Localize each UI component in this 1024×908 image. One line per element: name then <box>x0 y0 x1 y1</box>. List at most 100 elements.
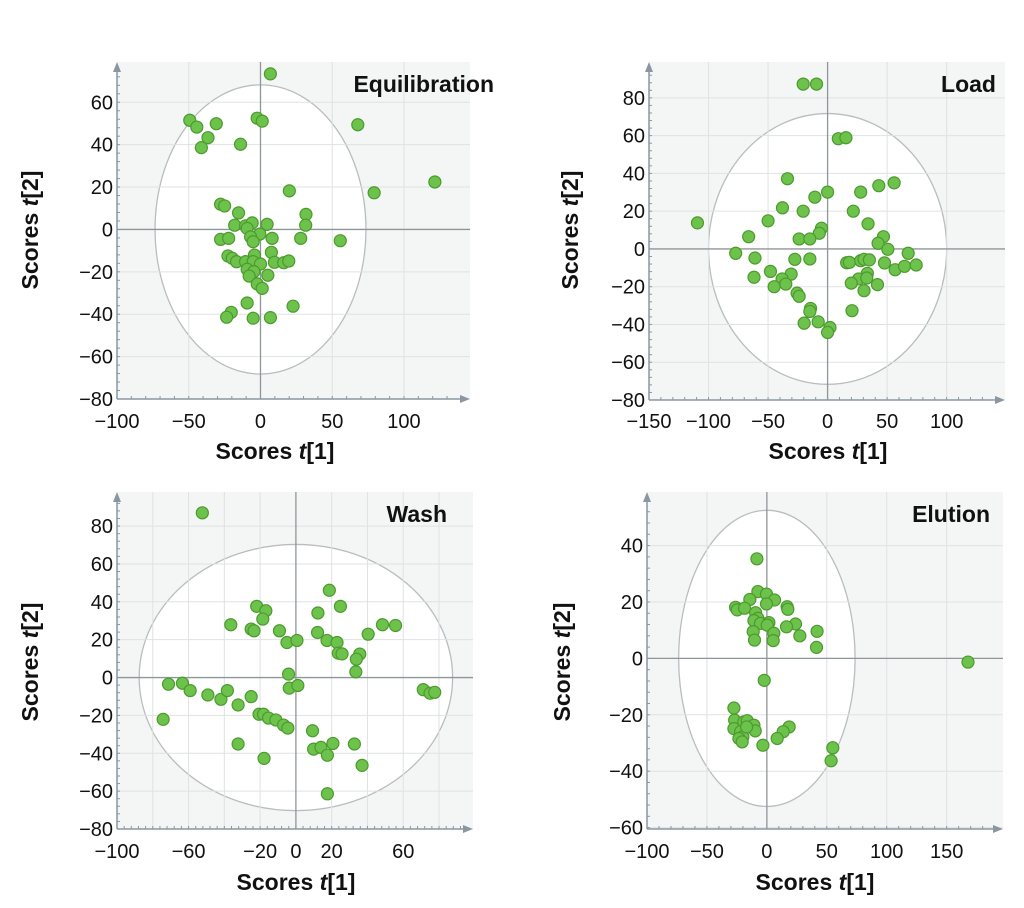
data-point <box>803 304 817 319</box>
data-point <box>747 633 762 647</box>
data-point <box>311 606 325 620</box>
panel-title: Wash <box>387 501 448 527</box>
panel-title: Elution <box>912 501 990 527</box>
scatter-panel-load: −150 −100 −50 0 50 100 80 60 40 20 0 −20 −40 −60 −80 Lo… <box>557 62 1005 464</box>
data-point <box>255 281 269 295</box>
data-point <box>263 67 277 81</box>
y-tick-label: 0 <box>632 648 643 670</box>
data-point <box>759 597 774 611</box>
y-tick-label: 0 <box>634 239 645 261</box>
data-point <box>862 253 876 267</box>
x-tick-label: 60 <box>392 841 414 863</box>
data-point <box>299 218 313 232</box>
data-point <box>780 172 795 186</box>
y-tick-label: 60 <box>91 92 113 114</box>
data-point <box>194 141 208 155</box>
data-point <box>808 190 822 204</box>
data-point <box>231 206 246 220</box>
x-tick-label: −50 <box>751 411 785 433</box>
x-tick-label: 150 <box>930 841 963 863</box>
data-point <box>190 120 204 134</box>
y-tick-label: 20 <box>91 177 113 199</box>
data-point <box>909 258 923 272</box>
data-point <box>201 688 215 702</box>
data-point <box>761 214 775 228</box>
data-point <box>257 751 271 765</box>
data-point <box>161 677 176 691</box>
y-tick-label: −60 <box>611 352 645 374</box>
data-point <box>428 685 442 699</box>
data-point <box>183 684 197 698</box>
x-tick-label: −50 <box>690 841 724 863</box>
y-tick-label: 40 <box>91 135 113 157</box>
y-tick-label: −40 <box>79 743 113 765</box>
x-tick-label: 20 <box>321 841 343 863</box>
data-point <box>246 235 260 249</box>
data-point <box>887 176 901 190</box>
data-point <box>299 207 313 221</box>
data-point <box>335 647 349 661</box>
data-point <box>756 738 770 752</box>
data-point <box>246 311 260 325</box>
y-tick-label: 80 <box>623 88 645 110</box>
data-point <box>854 185 868 199</box>
data-point <box>272 624 287 638</box>
y-tick-label: −80 <box>611 390 645 412</box>
x-tick-label: 100 <box>930 411 963 433</box>
data-point <box>209 117 223 131</box>
data-point <box>961 655 975 669</box>
data-point <box>870 278 885 292</box>
data-point <box>844 276 858 290</box>
y-tick-label: −40 <box>79 304 113 326</box>
data-point <box>803 252 817 266</box>
y-tick-label: −20 <box>79 705 113 727</box>
y-tick-label: 20 <box>91 630 113 652</box>
data-point <box>779 620 794 634</box>
data-point <box>218 199 232 213</box>
x-tick-label: 100 <box>870 841 903 863</box>
data-point <box>290 633 304 648</box>
data-point <box>727 701 741 715</box>
data-point <box>291 678 305 693</box>
data-point <box>244 690 258 704</box>
data-point <box>355 758 369 772</box>
data-point <box>220 684 234 698</box>
data-point <box>220 310 234 324</box>
data-point <box>320 748 334 762</box>
data-point <box>767 280 781 294</box>
x-tick-label: 50 <box>321 411 343 433</box>
data-point <box>231 698 245 712</box>
data-point <box>824 754 838 768</box>
data-point <box>233 137 248 151</box>
data-point <box>750 552 764 566</box>
data-point <box>222 231 236 245</box>
y-tick-label: −20 <box>611 277 645 299</box>
data-point <box>803 232 817 246</box>
y-tick-label: 60 <box>623 126 645 148</box>
data-point <box>282 254 296 268</box>
data-point <box>263 311 277 325</box>
data-point <box>810 624 824 638</box>
data-point <box>310 625 325 640</box>
y-tick-label: −60 <box>79 781 113 803</box>
y-tick-label: −80 <box>79 819 113 841</box>
y-tick-label: 80 <box>91 516 113 538</box>
data-point <box>322 583 336 597</box>
data-point <box>333 599 348 613</box>
data-point <box>845 304 859 318</box>
scatter-panel-equilibration: −100 −50 0 50 100 60 40 20 0 −20 −40 −60 −80 Equilibr… <box>17 62 494 464</box>
data-point <box>294 231 308 245</box>
data-point <box>846 204 860 218</box>
x-tick-label: 0 <box>822 411 833 433</box>
data-point <box>255 114 269 128</box>
data-point <box>286 299 300 313</box>
data-point <box>351 118 365 132</box>
data-point <box>788 252 802 266</box>
data-point <box>326 736 340 751</box>
data-point <box>781 602 795 616</box>
y-tick-label: 40 <box>621 536 643 558</box>
data-point <box>735 735 749 749</box>
y-tick-label: −40 <box>611 314 645 336</box>
data-point <box>860 271 874 285</box>
data-point <box>872 179 886 193</box>
